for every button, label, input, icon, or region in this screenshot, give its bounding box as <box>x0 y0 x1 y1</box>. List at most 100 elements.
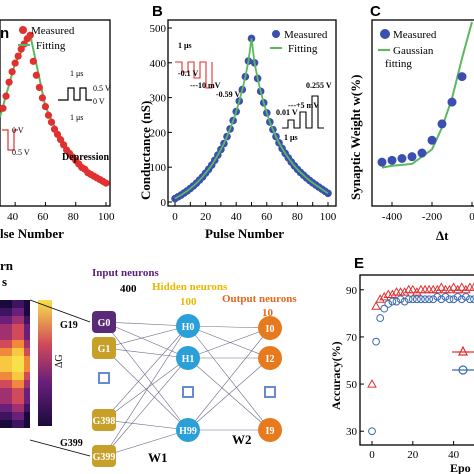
panel-b-left-v1: -0.1 V <box>178 69 199 78</box>
panel-a-measured-point <box>2 92 10 100</box>
panel-a-xticks: 40 60 80 100 <box>7 202 115 223</box>
panel-e-xticks: 0 20 40 <box>369 441 460 461</box>
panel-d-heatmap-cell <box>6 348 12 356</box>
panel-d-heatmap-cell <box>18 316 24 324</box>
panel-d-heatmap-cell <box>24 404 30 412</box>
panel-d-input-neuron-label: G1 <box>98 344 111 355</box>
panel-d: rn s ΔG G19 G399 Input neurons 400 Hidde… <box>0 258 297 467</box>
panel-d-heatmap-cell <box>18 372 24 380</box>
panel-e-red-point <box>416 284 426 294</box>
panel-e-blue-point <box>400 297 409 306</box>
panel-e-blue-point <box>461 292 470 301</box>
panel-b-right-v1: 0.01 V <box>276 108 298 117</box>
panel-a-frame <box>0 19 111 207</box>
panel-e-xtick-label: 40 <box>448 449 460 461</box>
panel-d-neurons: G0 G1 G398 G399 H0 H1 H99 I0 I2 I9 <box>92 311 282 467</box>
panel-d-heatmap-cell <box>6 324 12 332</box>
panel-a-legend-measured-marker <box>19 26 27 34</box>
panel-a-measured-point <box>32 71 40 79</box>
panel-e-red-point <box>428 284 439 294</box>
panel-a-measured-point <box>5 78 13 86</box>
panel-a-xtick-label: 60 <box>37 211 49 223</box>
panel-a-left-inset: 0 V 0.5 V <box>2 126 30 157</box>
panel-b-right-inset: 0.01 V ---+5 mV 0.255 V 1 μs <box>276 81 332 142</box>
panel-e-blue-point <box>417 295 425 304</box>
panel-d-edge-w1 <box>103 419 189 431</box>
panel-b-left-inset: 1 μs -0.1 V ---10 mV -0.59 V <box>175 41 241 99</box>
panel-b-left-width: 1 μs <box>178 41 192 50</box>
panel-a-xtick-label: 100 <box>98 211 115 223</box>
panel-d-heatmap-cell <box>24 308 30 316</box>
panel-c-xtick-label: 0 <box>469 211 474 223</box>
panel-d-hidden-neuron-label: H99 <box>179 426 197 437</box>
panel-d-heatmap-cell <box>0 348 6 356</box>
panel-d-heatmap-cell <box>12 348 18 356</box>
panel-d-input-ellipsis <box>98 372 110 384</box>
panel-e-blue-point <box>388 297 397 306</box>
panel-a-measured-point <box>29 57 37 65</box>
panel-d-heatmap-cell <box>0 300 6 308</box>
panel-d-input-neuron <box>92 311 116 333</box>
panel-e-red-point <box>367 379 377 388</box>
panel-d-edge-w1 <box>103 321 189 359</box>
panel-e-blue-point <box>380 304 389 313</box>
panel-e-xtick-label: 0 <box>369 449 375 461</box>
panel-c-ylabel: Synaptic Weight w(%) <box>348 75 363 200</box>
panel-d-heatmap-cell <box>0 324 6 332</box>
panel-d-heatmap-cell <box>18 364 24 372</box>
panel-e-red-point <box>399 287 410 296</box>
panel-c-measured-point <box>387 155 397 165</box>
panel-d-hidden-neuron <box>176 314 200 338</box>
panel-d-heatmap-cell <box>24 364 30 372</box>
panel-d-heatmap-cell <box>24 380 30 388</box>
panel-b-ytick-label: 200 <box>150 127 167 139</box>
panel-d-left-label-2: s <box>2 274 7 289</box>
panel-b-xtick-label: 40 <box>231 211 243 223</box>
panel-a-left-vneg: 0.5 V <box>12 148 30 157</box>
panel-e-ytick-label: 70 <box>346 332 358 344</box>
panel-d-heatmap-cell <box>12 308 18 316</box>
panel-b-ytick-label: 300 <box>150 93 167 105</box>
panel-d-heatmap-cell <box>18 388 24 396</box>
panel-c-legend-fitting-1: Gaussian <box>393 45 434 57</box>
panel-d-heatmap-cell <box>6 420 12 428</box>
panel-a-pulse-vhigh: 0.5 V <box>93 84 111 93</box>
panel-c-marks <box>377 21 473 169</box>
panel-d-heatmap-cell <box>6 316 12 324</box>
panel-e-red-point <box>448 282 459 291</box>
panel-b-legend-measured-marker <box>272 30 280 38</box>
panel-b-marks <box>171 34 332 203</box>
panel-e-red-point <box>432 284 443 294</box>
panel-c-measured-point <box>397 154 407 163</box>
panel-a-left-vzero: 0 V <box>12 126 24 135</box>
panel-e-red-point <box>420 284 430 294</box>
panel-e-red-point <box>424 284 434 294</box>
panel-b-ytick-label: 500 <box>150 23 167 35</box>
panel-d-heatmap-cell <box>12 420 18 428</box>
panel-d-heatmap-cell <box>12 372 18 380</box>
panel-d-heatmap-cell <box>6 300 12 308</box>
panel-e-red-point <box>395 287 406 296</box>
panel-d-output-neuron-label: I2 <box>266 354 275 365</box>
panel-e-red-point <box>460 284 471 294</box>
panel-d-heatmap-cell <box>0 332 6 340</box>
panel-d-output-ellipsis <box>264 386 276 398</box>
panel-b-letter: B <box>152 3 163 20</box>
panel-d-heatmap-cell <box>12 300 18 308</box>
panel-b: B 0 100 200 300 400 500 0 20 40 60 80 100 Measured… <box>138 3 337 241</box>
panel-d-heatmap-cell <box>18 348 24 356</box>
panel-b-right-v3: 0.255 V <box>306 81 332 90</box>
panel-a-depression-label: Depression <box>62 152 109 163</box>
panel-d-heatmap-cell <box>18 380 24 388</box>
panel-d-edge-w1 <box>103 325 189 457</box>
panel-b-xtick-label: 60 <box>261 211 273 223</box>
panel-b-xtick-label: 0 <box>172 211 178 223</box>
panel-d-edge-w1 <box>103 325 189 349</box>
panel-e-blue-point <box>441 292 450 301</box>
panel-e-blue-point <box>425 295 434 304</box>
panel-d-output-head-1: Output neurons <box>222 293 297 305</box>
panel-b-right-width: 1 μs <box>284 133 298 142</box>
panel-d-heatmap-cell <box>12 340 18 348</box>
panel-d-output-neuron-label: I0 <box>266 324 275 335</box>
